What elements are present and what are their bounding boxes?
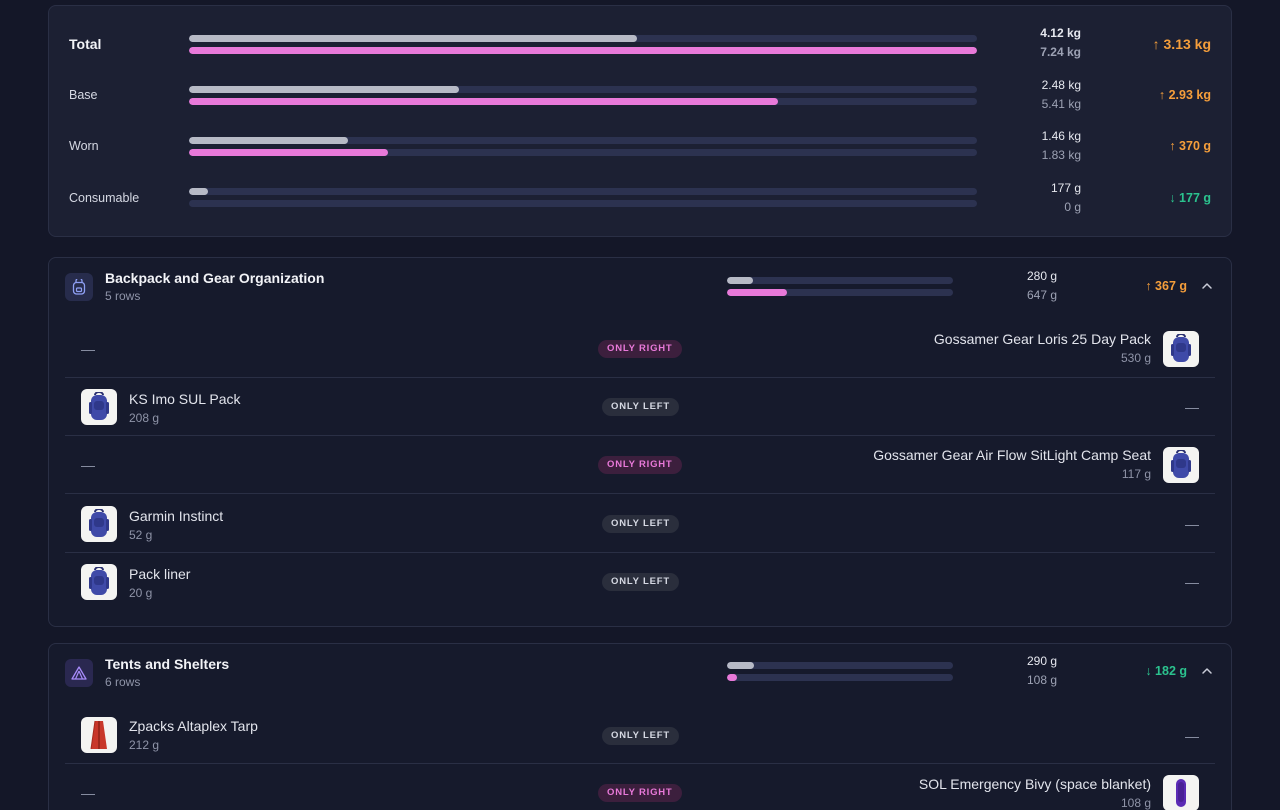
left-weight-bar: [189, 35, 977, 42]
list-item[interactable]: — ONLY RIGHT Gossamer Gear Loris 25 Day …: [65, 320, 1215, 378]
backpack-thumb: [81, 389, 117, 425]
only-right-badge: ONLY RIGHT: [598, 784, 682, 802]
summary-values: 4.12 kg 7.24 kg: [1040, 24, 1081, 62]
summary-row-consumable: Consumable 177 g 0 g ↓ 177 g: [49, 179, 1231, 219]
empty-right-placeholder: —: [1185, 516, 1199, 532]
weight-delta: ↑ 370 g: [1169, 139, 1211, 153]
left-weight-bar: [727, 662, 953, 669]
right-weight: 7.24 kg: [1040, 45, 1081, 59]
left-weight: 4.12 kg: [1040, 26, 1081, 40]
empty-left-placeholder: —: [81, 785, 95, 801]
item-weight: 117 g: [1121, 467, 1151, 481]
item-weight: 208 g: [129, 411, 160, 425]
item-name: Gossamer Gear Loris 25 Day Pack: [933, 331, 1151, 347]
summary-label: Base: [69, 88, 98, 102]
right-weight-bar: [189, 47, 977, 54]
left-weight: 290 g: [1026, 654, 1057, 668]
category-header[interactable]: Backpack and Gear Organization 5 rows 28…: [49, 258, 1231, 316]
right-weight-bar: [727, 674, 953, 681]
left-weight: 1.46 kg: [1041, 129, 1081, 143]
right-weight: 1.83 kg: [1041, 148, 1081, 162]
summary-row-base: Base 2.48 kg 5.41 kg ↑ 2.93 kg: [49, 76, 1231, 116]
empty-right-placeholder: —: [1185, 399, 1199, 415]
summary-row-total: Total 4.12 kg 7.24 kg ↑ 3.13 kg: [49, 24, 1231, 64]
category-title: Tents and Shelters: [105, 656, 230, 672]
summary-row-worn: Worn 1.46 kg 1.83 kg ↑ 370 g: [49, 127, 1231, 167]
list-item[interactable]: Pack liner 20 g ONLY LEFT —: [65, 553, 1215, 611]
item-name: Zpacks Altaplex Tarp: [129, 718, 258, 734]
category-title: Backpack and Gear Organization: [105, 270, 325, 286]
only-right-badge: ONLY RIGHT: [598, 456, 682, 474]
left-weight-bar: [189, 86, 977, 93]
category-values: 280 g 647 g: [1027, 267, 1057, 305]
right-weight-bar: [189, 149, 977, 156]
summary-values: 177 g 0 g: [1051, 179, 1081, 217]
only-right-badge: ONLY RIGHT: [598, 340, 682, 358]
empty-right-placeholder: —: [1185, 728, 1199, 744]
item-weight: 20 g: [129, 586, 153, 600]
category-card-tents: Tents and Shelters 6 rows 290 g 108 g ↓ …: [48, 643, 1232, 810]
only-left-badge: ONLY LEFT: [602, 573, 679, 591]
item-weight: 212 g: [129, 738, 160, 752]
item-name: Gossamer Gear Air Flow SitLight Camp Sea…: [873, 447, 1151, 463]
category-card-backpack: Backpack and Gear Organization 5 rows 28…: [48, 257, 1232, 627]
category-row-count: 5 rows: [105, 289, 141, 303]
left-weight-bar: [189, 137, 977, 144]
item-name: Garmin Instinct: [129, 508, 224, 524]
only-left-badge: ONLY LEFT: [602, 515, 679, 533]
left-weight: 177 g: [1050, 181, 1081, 195]
weight-delta: ↓ 182 g: [1145, 664, 1187, 678]
weight-delta: ↓ 177 g: [1169, 191, 1211, 205]
summary-label: Total: [69, 36, 102, 52]
empty-right-placeholder: —: [1185, 574, 1199, 590]
chevron-up-icon[interactable]: [1199, 278, 1215, 294]
only-left-badge: ONLY LEFT: [602, 727, 679, 745]
backpack-icon: [65, 273, 93, 301]
list-item[interactable]: KS Imo SUL Pack 208 g ONLY LEFT —: [65, 378, 1215, 436]
summary-values: 1.46 kg 1.83 kg: [1042, 127, 1081, 165]
item-name: Pack liner: [129, 566, 191, 582]
right-weight-bar: [189, 200, 977, 207]
summary-label: Worn: [69, 139, 99, 153]
category-header[interactable]: Tents and Shelters 6 rows 290 g 108 g ↓ …: [49, 644, 1231, 702]
right-weight-bar: [727, 289, 953, 296]
category-values: 290 g 108 g: [1027, 652, 1057, 690]
summary-values: 2.48 kg 5.41 kg: [1042, 76, 1081, 114]
right-weight: 5.41 kg: [1041, 97, 1081, 111]
list-item[interactable]: Zpacks Altaplex Tarp 212 g ONLY LEFT —: [65, 706, 1215, 764]
backpack-thumb: [1163, 331, 1199, 367]
chevron-up-icon[interactable]: [1199, 663, 1215, 679]
empty-left-placeholder: —: [81, 341, 95, 357]
item-weight: 530 g: [1120, 351, 1151, 365]
weight-delta: ↑ 3.13 kg: [1152, 36, 1211, 52]
summary-label: Consumable: [69, 191, 140, 205]
item-name: KS Imo SUL Pack: [129, 391, 241, 407]
weight-summary-card: Total 4.12 kg 7.24 kg ↑ 3.13 kg Base 2.4…: [48, 5, 1232, 237]
left-weight-bar: [189, 188, 977, 195]
left-weight-bar: [727, 277, 953, 284]
item-weight: 52 g: [129, 528, 153, 542]
tent-icon: [65, 659, 93, 687]
backpack-thumb: [81, 506, 117, 542]
weight-delta: ↑ 2.93 kg: [1158, 88, 1211, 102]
right-weight-bar: [189, 98, 977, 105]
item-weight: 108 g: [1120, 796, 1151, 810]
left-weight: 280 g: [1026, 269, 1057, 283]
empty-left-placeholder: —: [81, 457, 95, 473]
right-weight: 0 g: [1064, 200, 1081, 214]
tarp-thumb: [81, 717, 117, 753]
backpack-thumb: [81, 564, 117, 600]
right-weight: 647 g: [1026, 288, 1057, 302]
bivy-thumb: [1163, 775, 1199, 810]
list-item[interactable]: — ONLY RIGHT SOL Emergency Bivy (space b…: [65, 764, 1215, 810]
item-name: SOL Emergency Bivy (space blanket): [918, 776, 1151, 792]
weight-delta: ↑ 367 g: [1145, 279, 1187, 293]
right-weight: 108 g: [1026, 673, 1057, 687]
backpack-thumb: [1163, 447, 1199, 483]
left-weight: 2.48 kg: [1041, 78, 1081, 92]
list-item[interactable]: Garmin Instinct 52 g ONLY LEFT —: [65, 495, 1215, 553]
only-left-badge: ONLY LEFT: [602, 398, 679, 416]
list-item[interactable]: — ONLY RIGHT Gossamer Gear Air Flow SitL…: [65, 436, 1215, 494]
category-row-count: 6 rows: [105, 675, 141, 689]
